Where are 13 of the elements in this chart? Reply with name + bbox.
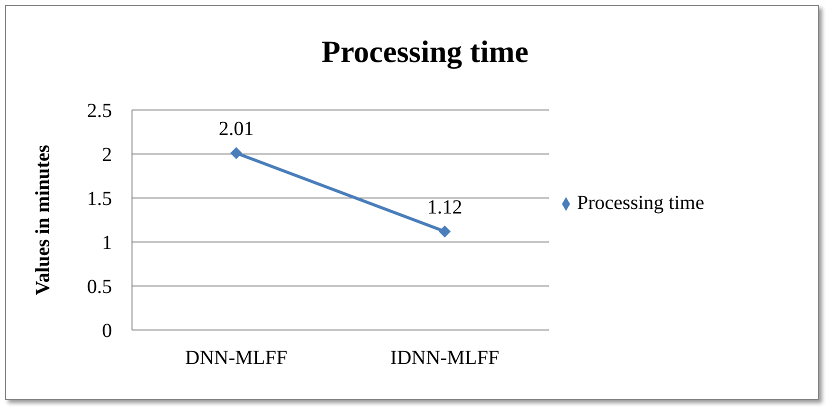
y-tick-label: 1 bbox=[102, 232, 112, 254]
data-label: 1.12 bbox=[427, 196, 462, 218]
y-tick-label: 0 bbox=[102, 320, 112, 342]
x-tick-label: IDNN-MLFF bbox=[390, 347, 500, 370]
y-tick-label: 2 bbox=[102, 144, 112, 166]
y-axis-title: Values in minutes bbox=[32, 144, 54, 296]
y-tick-label: 0.5 bbox=[87, 276, 112, 298]
x-tick-label: DNN-MLFF bbox=[185, 347, 288, 370]
data-label: 2.01 bbox=[218, 118, 254, 140]
y-tick-label: 1.5 bbox=[87, 188, 112, 210]
legend-label: Processing time bbox=[577, 192, 704, 214]
chart-title: Processing time bbox=[320, 34, 530, 70]
y-tick-label: 2.5 bbox=[87, 100, 112, 122]
